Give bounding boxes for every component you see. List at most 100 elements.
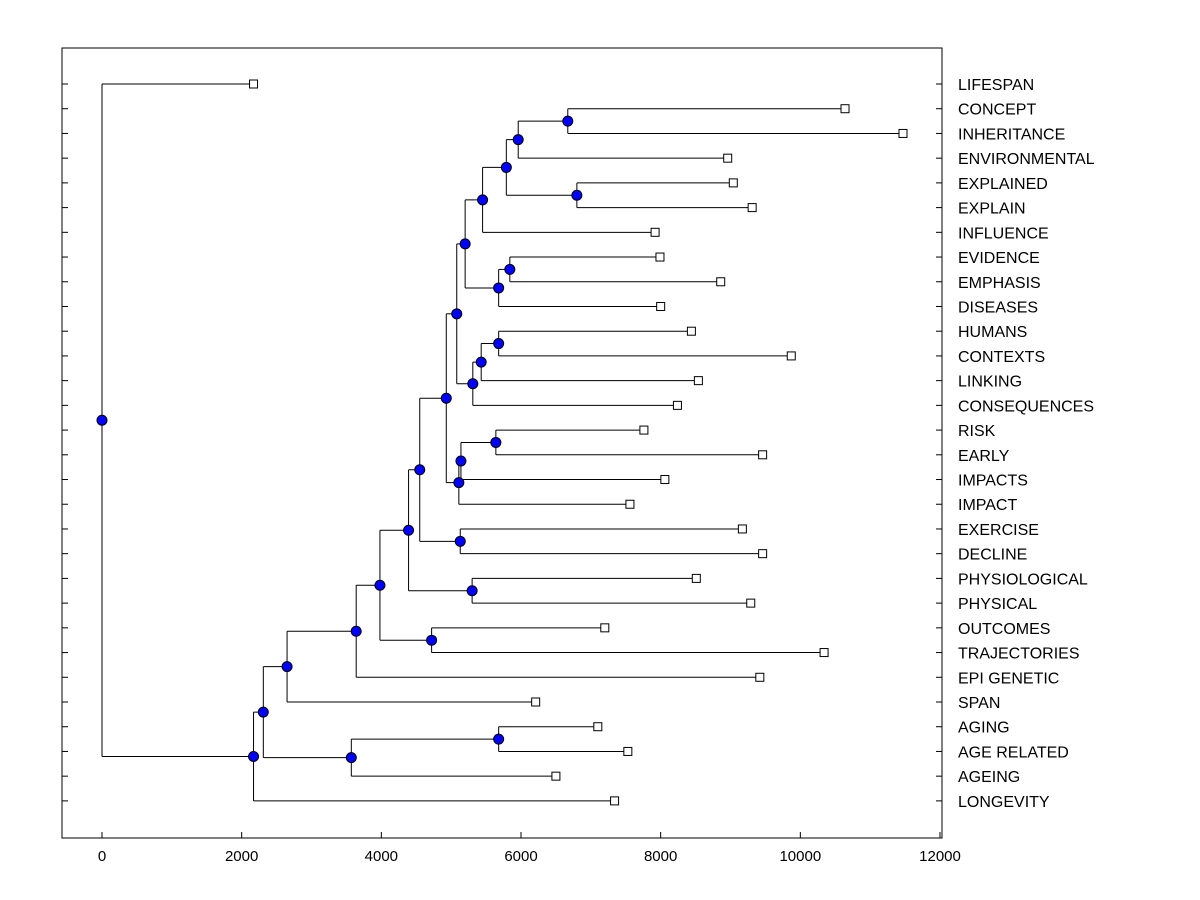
merge-node-n24 bbox=[281, 661, 293, 673]
leaf-marker bbox=[249, 79, 259, 89]
merge-node-n2 bbox=[512, 134, 524, 146]
leaf-label: INFLUENCE bbox=[958, 225, 1049, 242]
leaf-marker bbox=[728, 178, 738, 188]
x-tick-label: 10000 bbox=[779, 848, 821, 865]
leaf-marker bbox=[600, 623, 610, 633]
leaf-markers bbox=[249, 79, 908, 806]
leaf-marker bbox=[691, 573, 701, 583]
leaf-marker bbox=[655, 252, 665, 262]
merge-node-n16 bbox=[440, 392, 452, 404]
leaf-label: CONTEXTS bbox=[958, 349, 1045, 366]
node-markers bbox=[96, 115, 583, 764]
x-tick-label: 0 bbox=[98, 848, 106, 865]
leaf-label: AGING bbox=[958, 720, 1010, 737]
leaf-label: PHYSICAL bbox=[958, 596, 1037, 613]
x-tick-label: 2000 bbox=[225, 848, 258, 865]
leaf-label: EXERCISE bbox=[958, 522, 1039, 539]
merge-node-n4 bbox=[500, 161, 512, 173]
leaf-marker bbox=[610, 796, 620, 806]
leaf-label: TRAJECTORIES bbox=[958, 646, 1080, 663]
merge-node-n5 bbox=[477, 194, 489, 206]
merge-node-n21 bbox=[426, 634, 438, 646]
x-tick-label: 6000 bbox=[504, 848, 537, 865]
leaf-label: INHERITANCE bbox=[958, 126, 1065, 143]
merge-node-n7 bbox=[493, 282, 505, 294]
x-tick-label: 4000 bbox=[365, 848, 398, 865]
leaf-label: EMPHASIS bbox=[958, 275, 1041, 292]
leaf-marker bbox=[737, 524, 747, 534]
leaf-label: HUMANS bbox=[958, 324, 1027, 341]
leaf-marker bbox=[758, 549, 768, 559]
leaf-label: EARLY bbox=[958, 448, 1010, 465]
merge-node-n1 bbox=[562, 115, 574, 127]
leaf-marker bbox=[786, 351, 796, 361]
leaf-label: PHYSIOLOGICAL bbox=[958, 571, 1088, 588]
merge-node-n13 bbox=[490, 436, 502, 448]
leaf-marker bbox=[723, 153, 733, 163]
leaf-label: EPI GENETIC bbox=[958, 670, 1059, 687]
merge-node-n12 bbox=[451, 308, 463, 320]
leaf-marker bbox=[660, 475, 670, 485]
leaf-label: RISK bbox=[958, 423, 996, 440]
leaf-marker bbox=[755, 672, 765, 682]
leaf-marker bbox=[639, 425, 649, 435]
leaf-label: DECLINE bbox=[958, 547, 1027, 564]
leaf-marker bbox=[531, 697, 541, 707]
leaf-marker bbox=[758, 450, 768, 460]
leaf-label: CONCEPT bbox=[958, 102, 1036, 119]
leaf-label: ENVIRONMENTAL bbox=[958, 151, 1095, 168]
leaf-marker bbox=[623, 746, 633, 756]
leaf-marker bbox=[819, 648, 829, 658]
leaf-marker bbox=[840, 104, 850, 114]
leaf-marker bbox=[898, 128, 908, 138]
leaf-marker bbox=[593, 722, 603, 732]
x-tick-label: 12000 bbox=[919, 848, 961, 865]
merge-node-n9 bbox=[493, 338, 505, 350]
leaf-marker bbox=[625, 499, 635, 509]
leaf-label: SPAN bbox=[958, 695, 1000, 712]
leaf-label: EVIDENCE bbox=[958, 250, 1040, 267]
merge-node-n28 bbox=[248, 751, 260, 763]
leaf-marker bbox=[747, 203, 757, 213]
leaf-label: IMPACT bbox=[958, 497, 1017, 514]
merge-node-n23 bbox=[350, 625, 362, 637]
merge-node-n15 bbox=[453, 477, 465, 489]
leaf-label: OUTCOMES bbox=[958, 621, 1050, 638]
merge-node-n19 bbox=[466, 585, 478, 597]
leaf-marker bbox=[672, 400, 682, 410]
merge-node-n10 bbox=[475, 356, 487, 368]
leaf-labels: LIFESPAN CONCEPT INHERITANCE ENVIRONMENTAL E… bbox=[958, 77, 1095, 811]
leaf-label: EXPLAIN bbox=[958, 201, 1026, 218]
plot-frame bbox=[61, 47, 943, 839]
leaf-marker bbox=[746, 598, 756, 608]
leaf-label: AGE RELATED bbox=[958, 744, 1069, 761]
merge-node-n25 bbox=[493, 733, 505, 745]
merge-node-root bbox=[96, 414, 108, 426]
leaf-label: IMPACTS bbox=[958, 473, 1028, 490]
merge-node-n14 bbox=[455, 455, 467, 467]
dendrogram-links bbox=[101, 83, 903, 802]
merge-node-n11 bbox=[467, 378, 479, 390]
leaf-label: DISEASES bbox=[958, 299, 1038, 316]
leaf-label: LONGEVITY bbox=[958, 794, 1050, 811]
leaf-label: LIFESPAN bbox=[958, 77, 1034, 94]
x-tick-label: 8000 bbox=[644, 848, 677, 865]
merge-node-n20 bbox=[403, 524, 415, 536]
leaf-label: EXPLAINED bbox=[958, 176, 1048, 193]
merge-node-n22 bbox=[374, 579, 386, 591]
leaf-marker bbox=[693, 376, 703, 386]
merge-node-n27 bbox=[257, 706, 269, 718]
merge-node-n8 bbox=[459, 238, 471, 250]
leaf-marker bbox=[650, 227, 660, 237]
leaf-label: LINKING bbox=[958, 374, 1022, 391]
leaf-tick-marks bbox=[62, 83, 942, 802]
leaf-marker bbox=[716, 277, 726, 287]
leaf-label: CONSEQUENCES bbox=[958, 398, 1094, 415]
merge-node-n6 bbox=[504, 263, 516, 275]
merge-node-n18 bbox=[414, 464, 426, 476]
x-axis: 0 2000 4000 6000 8000 10000 12000 bbox=[98, 832, 961, 865]
merge-node-n17 bbox=[454, 535, 466, 547]
leaf-marker bbox=[656, 301, 666, 311]
merge-node-n3 bbox=[571, 189, 583, 201]
